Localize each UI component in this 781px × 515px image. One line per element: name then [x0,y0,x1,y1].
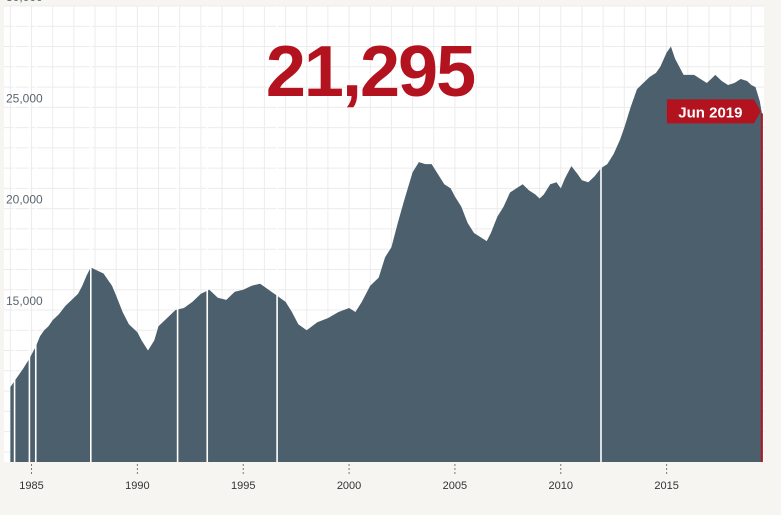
date-callout: Jun 2019 [666,99,761,124]
x-tick-label: 2000 [337,480,361,492]
x-tick-label: 2010 [549,480,573,492]
y-tick-label: 20,000 [6,193,43,207]
headline-value: 21,295 [266,32,475,112]
x-tick-label: 1995 [231,480,255,492]
callout-label: Jun 2019 [678,104,742,121]
x-axis: 1985 1990 1995 2000 2005 2010 2015 [19,464,679,492]
y-axis: 15,000 20,000 25,000 30,000 [6,0,43,308]
y-tick-label: 25,000 [6,91,43,105]
x-tick-label: 1990 [125,480,149,492]
gap-lines [13,6,602,462]
callout-tag [666,99,761,124]
y-tick-label: 30,000 [6,0,43,4]
x-tick-label: 2005 [443,480,467,492]
x-tick-label: 1985 [19,480,43,492]
area-fill [10,46,762,462]
x-tick-label: 2015 [654,480,678,492]
area-series [10,46,762,462]
y-tick-label: 15,000 [6,294,43,308]
